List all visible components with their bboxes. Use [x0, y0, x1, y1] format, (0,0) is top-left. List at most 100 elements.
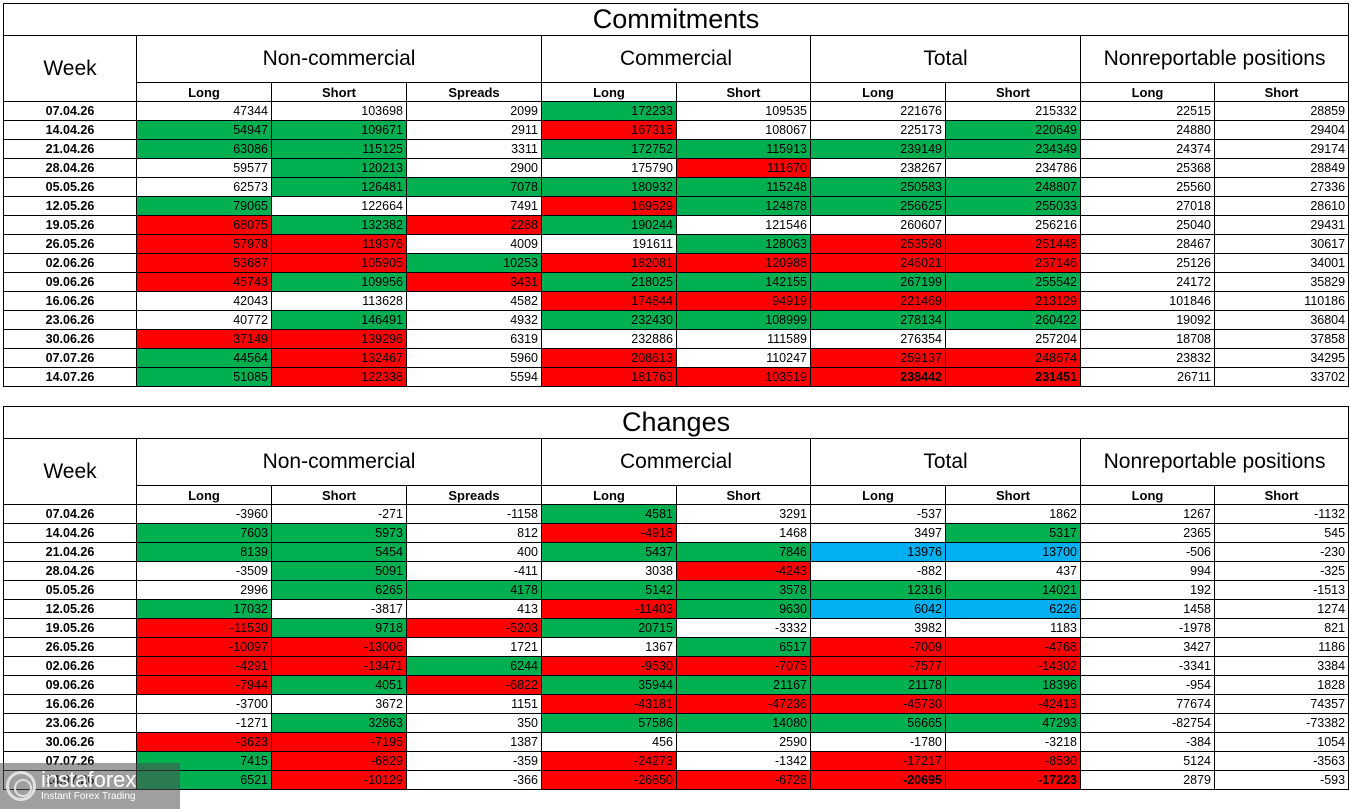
- value-cell: 14021: [945, 580, 1081, 600]
- value-cell: 220649: [945, 120, 1081, 140]
- value-cell: 110247: [676, 348, 811, 368]
- value-cell: 109671: [271, 120, 407, 140]
- value-cell: 18708: [1080, 329, 1215, 349]
- value-cell: 21178: [810, 675, 946, 695]
- value-cell: -45730: [810, 694, 946, 714]
- week-cell: 19.05.26: [3, 215, 137, 235]
- value-cell: 6226: [945, 599, 1081, 619]
- value-cell: 115125: [271, 139, 407, 159]
- value-cell: -5203: [406, 618, 542, 638]
- value-cell: 5454: [271, 542, 407, 562]
- value-cell: 278134: [810, 310, 946, 330]
- subheader-cell: Short: [1213, 485, 1350, 505]
- table-row: 05.05.26 2996 6265 4178 5142 3578 12316 14021 19…: [3, 580, 1350, 600]
- value-cell: 21167: [676, 675, 811, 695]
- value-cell: -230: [1213, 542, 1350, 562]
- value-cell: 1468: [676, 523, 811, 543]
- value-cell: -73382: [1213, 713, 1350, 733]
- value-cell: 218025: [541, 272, 677, 292]
- week-cell: 26.05.26: [3, 637, 137, 657]
- instaforex-watermark: instaforex Instant Forex Trading: [0, 763, 180, 809]
- week-cell: 26.05.26: [3, 234, 137, 254]
- value-cell: -1978: [1080, 618, 1215, 638]
- value-cell: 260422: [945, 310, 1081, 330]
- value-cell: -82754: [1080, 713, 1215, 733]
- table-row: 26.05.26 57978 119376 4009 191611 128063 25359…: [3, 234, 1350, 254]
- value-cell: 812: [406, 523, 542, 543]
- value-cell: 2365: [1080, 523, 1215, 543]
- value-cell: 4581: [541, 504, 677, 524]
- table-row: 12.05.26 79065 122664 7491 169529 124878 25662…: [3, 196, 1350, 216]
- value-cell: 1862: [945, 504, 1081, 524]
- value-cell: 44564: [136, 348, 272, 368]
- value-cell: -4918: [541, 523, 677, 543]
- value-cell: 6042: [810, 599, 946, 619]
- value-cell: -43181: [541, 694, 677, 714]
- value-cell: 174844: [541, 291, 677, 311]
- value-cell: -325: [1213, 561, 1350, 581]
- subheader-cell: Long: [136, 485, 272, 505]
- value-cell: -3563: [1213, 751, 1350, 771]
- value-cell: 1387: [406, 732, 542, 752]
- value-cell: 103698: [271, 101, 407, 121]
- value-cell: 167315: [541, 120, 677, 140]
- value-cell: -1132: [1213, 504, 1350, 524]
- value-cell: 42043: [136, 291, 272, 311]
- week-cell: 05.05.26: [3, 177, 137, 197]
- value-cell: 27336: [1213, 177, 1350, 197]
- value-cell: 101846: [1080, 291, 1215, 311]
- value-cell: -4243: [676, 561, 811, 581]
- value-cell: 28859: [1213, 101, 1350, 121]
- value-cell: 37858: [1213, 329, 1350, 349]
- value-cell: 180932: [541, 177, 677, 197]
- subheader-cell: Spreads: [406, 485, 542, 505]
- value-cell: -10129: [271, 770, 407, 790]
- value-cell: 8139: [136, 542, 272, 562]
- value-cell: 182081: [541, 253, 677, 273]
- subheader-cell: Long: [810, 82, 946, 102]
- value-cell: 122338: [271, 367, 407, 387]
- value-cell: 19092: [1080, 310, 1215, 330]
- subheader-cell: Long: [810, 485, 946, 505]
- value-cell: 2288: [406, 215, 542, 235]
- value-cell: 5142: [541, 580, 677, 600]
- table-row: 23.06.26 -1271 32863 350 57586 14080 56665 4729…: [3, 713, 1350, 733]
- value-cell: 246021: [810, 253, 946, 273]
- value-cell: 3384: [1213, 656, 1350, 676]
- value-cell: -47236: [676, 694, 811, 714]
- value-cell: 190244: [541, 215, 677, 235]
- week-cell: 21.04.26: [3, 542, 137, 562]
- week-cell: 28.04.26: [3, 561, 137, 581]
- value-cell: 1828: [1213, 675, 1350, 695]
- subheader-cell: Short: [945, 485, 1081, 505]
- value-cell: 7846: [676, 542, 811, 562]
- week-cell: 09.06.26: [3, 272, 137, 292]
- value-cell: 4932: [406, 310, 542, 330]
- value-cell: -954: [1080, 675, 1215, 695]
- value-cell: -3700: [136, 694, 272, 714]
- value-cell: 1367: [541, 637, 677, 657]
- value-cell: 169529: [541, 196, 677, 216]
- value-cell: 128063: [676, 234, 811, 254]
- value-cell: 94919: [676, 291, 811, 311]
- value-cell: -1271: [136, 713, 272, 733]
- value-cell: 9630: [676, 599, 811, 619]
- week-cell: 12.05.26: [3, 599, 137, 619]
- week-cell: 30.06.26: [3, 732, 137, 752]
- value-cell: 3497: [810, 523, 946, 543]
- value-cell: -3623: [136, 732, 272, 752]
- table-row: 07.04.26 -3960 -271 -1158 4581 3291 -537 1862 12…: [3, 504, 1350, 524]
- value-cell: 234349: [945, 139, 1081, 159]
- week-cell: 16.06.26: [3, 694, 137, 714]
- value-cell: -882: [810, 561, 946, 581]
- value-cell: 350: [406, 713, 542, 733]
- changes-title: Changes: [2, 406, 1350, 439]
- value-cell: -13006: [271, 637, 407, 657]
- value-cell: 256625: [810, 196, 946, 216]
- group-total: Total: [810, 35, 1081, 83]
- value-cell: 192: [1080, 580, 1215, 600]
- group-nonreportable: Nonreportable positions: [1079, 438, 1350, 486]
- value-cell: 248674: [945, 348, 1081, 368]
- group-non-commercial: Non-commercial: [136, 35, 542, 83]
- value-cell: 5960: [406, 348, 542, 368]
